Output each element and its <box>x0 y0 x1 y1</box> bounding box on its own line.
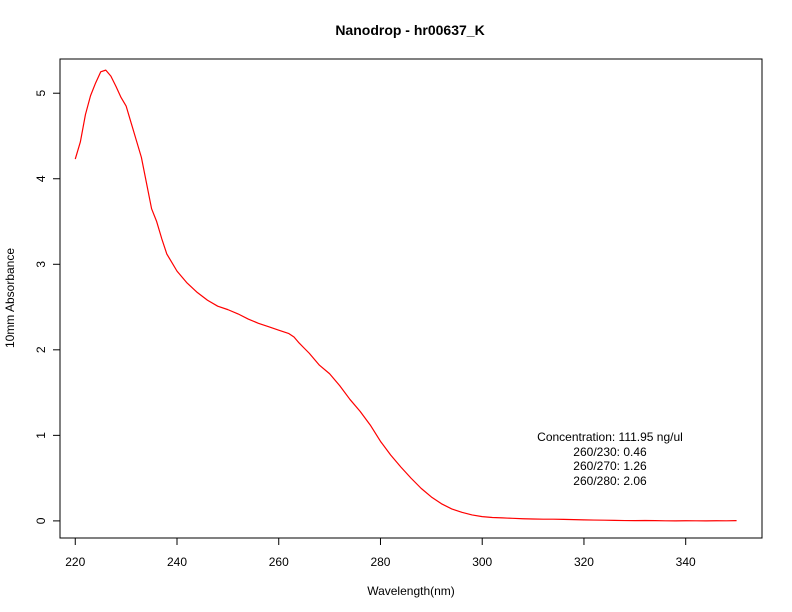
stats-annotation: Concentration: 111.95 ng/ul 260/230: 0.4… <box>537 430 683 488</box>
x-axis-label: Wavelength(nm) <box>367 584 455 598</box>
x-tick-label: 280 <box>370 555 390 569</box>
absorbance-line <box>74 69 737 522</box>
y-tick-label: 1 <box>34 432 48 439</box>
y-tick-label: 2 <box>34 346 48 353</box>
y-tick-label: 0 <box>34 517 48 524</box>
x-axis: 220 240 260 280 300 320 340 <box>65 537 696 569</box>
y-tick-label: 3 <box>34 261 48 268</box>
y-tick-label: 5 <box>34 90 48 97</box>
plot-frame <box>59 58 763 539</box>
chart-title: Nanodrop - hr00637_K <box>335 22 484 38</box>
x-tick-label: 300 <box>472 555 492 569</box>
x-tick-label: 220 <box>65 555 85 569</box>
annotation-concentration: Concentration: 111.95 ng/ul <box>537 430 683 444</box>
x-tick-label: 340 <box>676 555 696 569</box>
x-tick-label: 240 <box>167 555 187 569</box>
y-tick-label: 4 <box>34 175 48 182</box>
x-tick-label: 260 <box>269 555 289 569</box>
y-axis-label: 10mm Absorbance <box>3 248 17 348</box>
x-tick-label: 320 <box>574 555 594 569</box>
series-layer <box>74 69 737 522</box>
annotation-ratio-260-230: 260/230: 0.46 <box>573 445 647 459</box>
y-axis: 0 1 2 3 4 5 <box>34 90 61 524</box>
annotation-ratio-260-280: 260/280: 2.06 <box>573 474 647 488</box>
annotation-ratio-260-270: 260/270: 1.26 <box>573 459 647 473</box>
